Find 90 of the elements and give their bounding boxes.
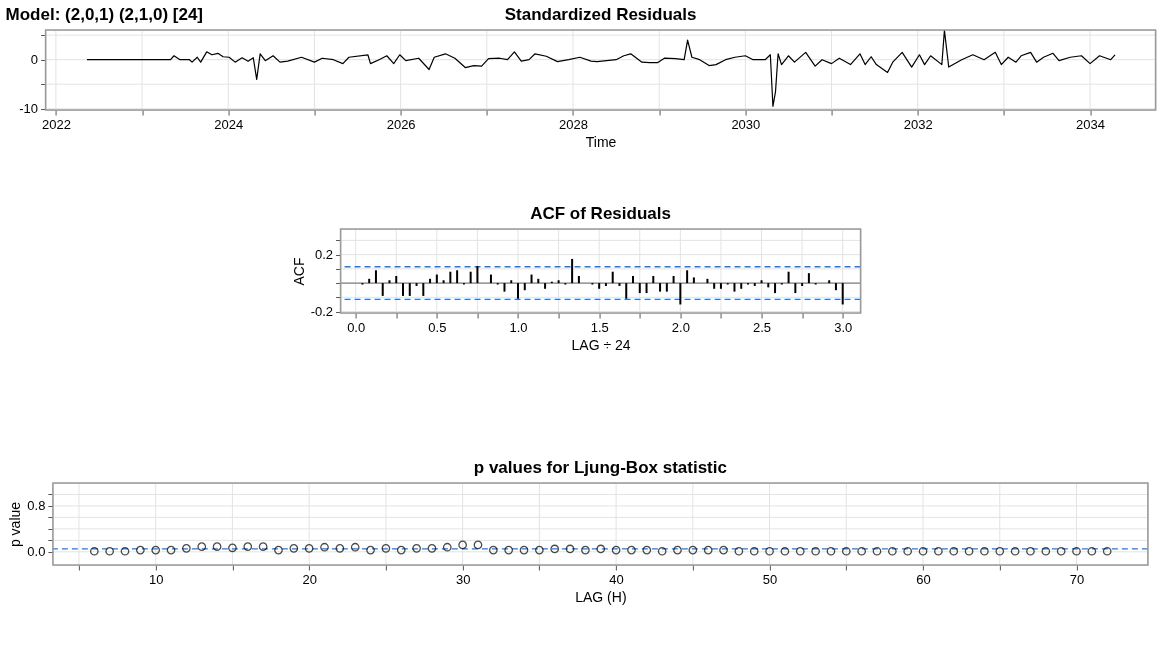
bar bbox=[774, 283, 777, 294]
bar bbox=[659, 283, 662, 292]
bar bbox=[442, 280, 445, 284]
x-tick-label: 2028 bbox=[559, 116, 588, 132]
x-tick-label: 20 bbox=[302, 571, 317, 587]
y-tick-label: -10 bbox=[19, 101, 39, 117]
x-tick-label: 2022 bbox=[41, 116, 71, 132]
bar bbox=[618, 283, 621, 286]
bar bbox=[598, 283, 601, 289]
x-axis-title: LAG (H) bbox=[575, 588, 627, 605]
bar bbox=[828, 280, 831, 284]
bar bbox=[381, 283, 384, 296]
bar bbox=[415, 283, 418, 286]
y-tick-label: 0.8 bbox=[27, 498, 46, 514]
chart-title: p values for Ljung-Box statistic bbox=[473, 458, 727, 477]
bar bbox=[408, 283, 411, 296]
x-tick-label: 0.0 bbox=[347, 319, 366, 335]
x-tick-label: 2026 bbox=[386, 116, 416, 132]
bar bbox=[388, 280, 391, 284]
bar bbox=[395, 275, 398, 284]
chart-title: Standardized Residuals bbox=[504, 5, 697, 24]
bar bbox=[517, 283, 520, 299]
bar bbox=[571, 258, 574, 284]
x-tick-label: 10 bbox=[148, 571, 164, 587]
bar bbox=[679, 283, 682, 305]
bar bbox=[456, 270, 459, 284]
bar bbox=[834, 283, 837, 291]
x-tick-label: 2.0 bbox=[671, 319, 690, 335]
x-axis-title: LAG ÷ 24 bbox=[571, 336, 631, 353]
bar bbox=[719, 283, 722, 289]
x-tick-label: 70 bbox=[1069, 571, 1085, 587]
bar bbox=[645, 283, 648, 294]
x-tick-label: 1.5 bbox=[590, 319, 609, 335]
x-tick-label: 3.0 bbox=[834, 319, 853, 335]
bar bbox=[692, 277, 695, 284]
x-tick-label: 2032 bbox=[903, 116, 933, 132]
x-tick-label: 2030 bbox=[731, 116, 761, 132]
y-tick-label: 0.2 bbox=[314, 247, 334, 263]
bar bbox=[489, 274, 492, 284]
bar bbox=[713, 283, 716, 289]
text: Model: (2,0,1) (2,1,0) [24] bbox=[5, 5, 203, 24]
chart-title: ACF of Residuals bbox=[530, 204, 671, 223]
y-axis-title: p value bbox=[7, 501, 24, 548]
bar bbox=[760, 280, 763, 284]
y-tick-label: 0.0 bbox=[27, 544, 46, 560]
y-axis-title: ACF bbox=[290, 257, 307, 286]
bar bbox=[638, 283, 641, 294]
bar bbox=[801, 283, 804, 286]
bar bbox=[544, 283, 547, 289]
bar bbox=[530, 274, 533, 284]
y-tick-label: -0.2 bbox=[310, 304, 334, 320]
bar bbox=[476, 266, 479, 284]
y-tick-label: 0 bbox=[30, 52, 39, 68]
bar bbox=[374, 270, 377, 284]
bar bbox=[469, 271, 472, 284]
bar bbox=[422, 283, 425, 296]
bar bbox=[672, 275, 675, 284]
bar bbox=[632, 275, 634, 284]
x-tick-label: 60 bbox=[916, 571, 931, 587]
bar bbox=[807, 273, 810, 284]
x-tick-label: 2034 bbox=[1076, 116, 1106, 132]
bar bbox=[503, 283, 506, 292]
bar bbox=[577, 275, 580, 284]
x-tick-label: 2.5 bbox=[752, 319, 772, 335]
bar bbox=[449, 271, 452, 284]
bar bbox=[402, 283, 405, 296]
bar bbox=[611, 271, 614, 284]
x-axis-title: Time bbox=[585, 133, 617, 150]
bar bbox=[665, 283, 668, 292]
bar bbox=[557, 280, 560, 284]
x-tick-label: 30 bbox=[455, 571, 471, 587]
x-tick-label: 1.0 bbox=[509, 319, 528, 335]
bar bbox=[686, 270, 689, 284]
bar bbox=[787, 271, 790, 284]
bar bbox=[652, 275, 655, 284]
x-tick-label: 0.5 bbox=[428, 319, 447, 335]
bar bbox=[753, 283, 756, 286]
bar bbox=[794, 283, 797, 294]
x-tick-label: 40 bbox=[609, 571, 624, 587]
bar bbox=[510, 280, 513, 284]
bar bbox=[625, 283, 628, 299]
bar bbox=[841, 283, 844, 305]
x-tick-label: 50 bbox=[762, 571, 778, 587]
bar bbox=[604, 283, 607, 286]
bar bbox=[435, 274, 438, 284]
bar bbox=[740, 283, 743, 289]
x-tick-label: 2024 bbox=[214, 116, 244, 132]
bar bbox=[733, 283, 736, 292]
bar bbox=[523, 283, 526, 291]
line-series bbox=[86, 29, 1116, 107]
